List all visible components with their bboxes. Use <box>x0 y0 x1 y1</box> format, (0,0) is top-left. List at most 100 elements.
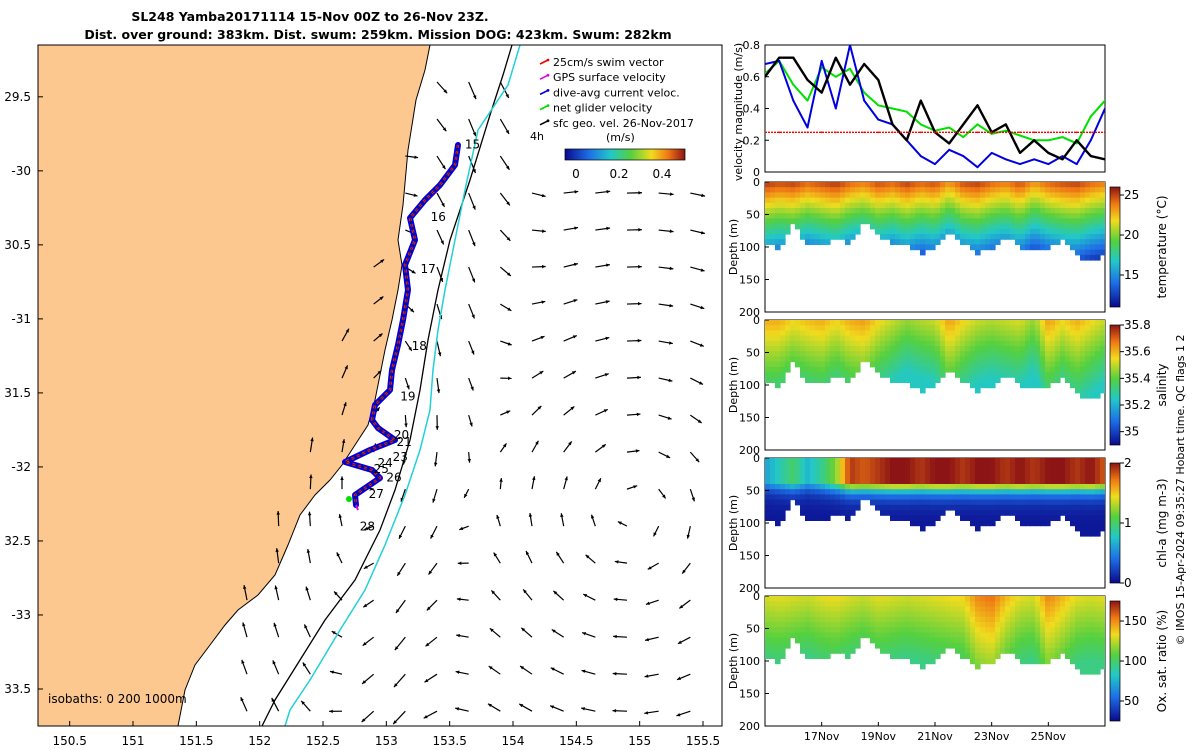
section-cell <box>1025 642 1031 649</box>
section-cell <box>980 484 986 490</box>
section-cell <box>1085 377 1091 383</box>
section-cell <box>805 494 811 501</box>
section-cell <box>815 372 821 378</box>
section-cell <box>775 234 781 240</box>
section-cell <box>835 228 841 235</box>
section-cell <box>810 187 816 193</box>
section-cell <box>825 372 831 378</box>
section-cell <box>1045 478 1051 485</box>
section-cell <box>780 627 786 633</box>
section-cell <box>970 478 976 485</box>
section-cell <box>900 197 906 204</box>
section-cell <box>1095 601 1101 607</box>
section-cell <box>1085 254 1091 261</box>
section-cell <box>825 218 831 225</box>
section-cell <box>1015 510 1021 516</box>
section-cell <box>785 484 791 490</box>
section-cell <box>910 616 916 623</box>
section-cell <box>925 622 931 628</box>
section-cell <box>830 622 836 628</box>
velocity-ytick-label: 0.2 <box>743 134 761 147</box>
section-cell <box>1020 346 1026 352</box>
section-cell <box>920 366 926 373</box>
section-cell <box>825 182 831 188</box>
series-point <box>948 148 951 151</box>
section-cell <box>1045 228 1051 235</box>
section-cell <box>985 504 991 511</box>
section-cell <box>965 234 971 240</box>
section-cell <box>970 658 976 665</box>
section-cell <box>775 351 781 357</box>
section-cell <box>825 197 831 204</box>
section-cell <box>1085 494 1091 501</box>
section-cell <box>865 351 871 357</box>
section-cell <box>820 366 826 373</box>
section-cell <box>1090 356 1096 363</box>
series-point <box>976 123 979 126</box>
section-cell <box>850 601 856 607</box>
section-cell <box>995 228 1001 235</box>
section-cell <box>1010 606 1016 613</box>
section-cell <box>905 473 911 480</box>
section-cell <box>765 335 771 342</box>
section-cell <box>1000 504 1006 511</box>
section-cell <box>1070 361 1076 368</box>
section-cell <box>1090 658 1096 665</box>
section-cell <box>890 228 896 235</box>
section-cell <box>910 463 916 469</box>
section-cell <box>820 361 826 368</box>
legend-swatch-head <box>546 104 550 107</box>
section-cell <box>1080 361 1086 368</box>
section-cell <box>800 642 806 649</box>
section-cell <box>835 202 841 209</box>
section-cell <box>965 637 971 644</box>
section-cell <box>1095 463 1101 469</box>
section-cell <box>950 468 956 475</box>
section-cell <box>805 627 811 633</box>
section-cell <box>1050 611 1056 618</box>
section-cell <box>1095 356 1101 363</box>
section-cell <box>1055 340 1061 347</box>
section-cell <box>1000 489 1006 495</box>
section-cell <box>1040 494 1046 501</box>
section-cell <box>875 601 881 607</box>
section-cell <box>835 218 841 225</box>
section-cell <box>980 202 986 209</box>
section-cell <box>820 653 826 659</box>
section-cell <box>910 320 916 326</box>
section-cell <box>825 356 831 363</box>
section-cell <box>840 637 846 644</box>
section-cell <box>955 473 961 480</box>
section-cell <box>915 499 921 506</box>
velocity-arrowhead <box>535 440 539 445</box>
section-cell <box>1070 473 1076 480</box>
map-xtick-label: 153.5 <box>432 734 466 748</box>
section-cell <box>805 515 811 521</box>
section-cell <box>810 218 816 225</box>
section-cell <box>1100 208 1105 214</box>
section-cell <box>950 187 956 193</box>
section-cell <box>860 356 866 363</box>
section-cell <box>885 632 891 639</box>
section-cell <box>1035 356 1041 363</box>
section-cell <box>830 361 836 368</box>
section-cell <box>950 463 956 469</box>
section-cell <box>940 616 946 623</box>
section-cell <box>960 648 966 654</box>
section-cell <box>855 596 861 602</box>
section-cell <box>810 351 816 357</box>
section-cell <box>965 601 971 607</box>
section-cell <box>810 213 816 219</box>
section-cell <box>795 346 801 352</box>
section-cell <box>855 320 861 326</box>
section-cell <box>1095 335 1101 342</box>
section-cell <box>850 320 856 326</box>
section-cell <box>915 351 921 357</box>
section-cell <box>1055 182 1061 188</box>
section-cell <box>1015 473 1021 480</box>
section-cell <box>765 356 771 363</box>
section-cell <box>940 202 946 209</box>
colorbar-label: Ox. sat. ratio (%) <box>1155 610 1169 712</box>
series-point <box>834 131 837 134</box>
section-cell <box>1035 627 1041 633</box>
